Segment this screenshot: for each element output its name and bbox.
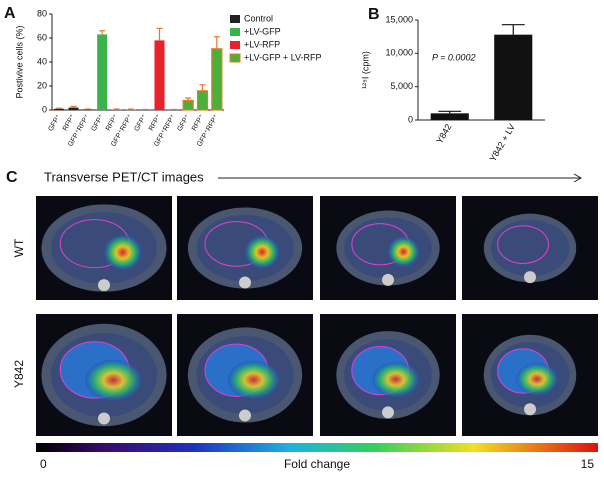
colorbar-max: 15	[581, 457, 595, 471]
legend-swatch	[230, 28, 240, 36]
bar	[97, 34, 108, 110]
x-tick-label: GFP⁺	[90, 113, 106, 133]
arrow-head	[573, 173, 583, 183]
x-tick-label: Y842	[434, 122, 453, 145]
panel-label: B	[368, 6, 380, 23]
legend-label: Control	[244, 13, 273, 23]
y-tick-label: 0	[408, 114, 413, 124]
x-tick-label: GFP⁺	[47, 113, 63, 133]
spine	[382, 406, 394, 419]
x-tick-label: Y842 + LV	[488, 122, 517, 163]
spine	[524, 403, 536, 416]
bar	[494, 34, 533, 120]
signal	[388, 236, 420, 267]
bar	[54, 108, 65, 110]
y-axis-label: ¹²⁵I (cpm)	[360, 51, 370, 89]
colorbar	[36, 443, 598, 452]
signal	[244, 235, 280, 269]
bar	[430, 113, 469, 120]
colorbar-label: Fold change	[284, 457, 350, 471]
x-tick-label: RFP⁺	[61, 113, 77, 133]
y-tick-label: 80	[37, 8, 47, 18]
y-axis-label: Postivive cells (%)	[14, 25, 24, 98]
spine	[382, 273, 394, 286]
bar	[196, 90, 209, 111]
y-tick-label: 15,000	[385, 14, 413, 24]
y-tick-label: 60	[37, 32, 47, 42]
spine	[98, 412, 110, 425]
y-tick-label: 40	[37, 56, 47, 66]
y-tick-label: 5,000	[390, 81, 413, 91]
panel-label: A	[4, 5, 16, 22]
legend-swatch	[229, 53, 241, 63]
annotation: P = 0.0002	[432, 52, 475, 62]
body-inner	[196, 214, 294, 282]
signal	[104, 234, 142, 270]
body-inner	[490, 219, 570, 277]
bar	[82, 109, 93, 110]
spine	[239, 409, 251, 422]
bar	[154, 40, 165, 110]
signal	[516, 362, 558, 396]
organ-outline	[497, 225, 549, 264]
x-tick-label: GFP⁺	[176, 113, 192, 133]
signal	[372, 361, 420, 397]
legend-label: +LV-GFP + LV-RFP	[244, 52, 322, 62]
panel-label: C	[6, 169, 18, 186]
x-tick-label: RFP⁺	[190, 113, 206, 133]
legend-label: +LV-RFP	[244, 39, 280, 49]
spine	[524, 271, 536, 284]
y-tick-label: 20	[37, 80, 47, 90]
body-inner	[344, 217, 432, 279]
legend-swatch	[230, 15, 240, 23]
legend-swatch	[230, 41, 240, 49]
spine	[239, 276, 251, 289]
bar	[68, 107, 79, 110]
y-tick-label: 0	[42, 104, 47, 114]
panel-title: Transverse PET/CT images	[44, 169, 204, 184]
row-label: WT	[12, 238, 26, 257]
y-tick-label: 10,000	[385, 48, 413, 58]
x-tick-label: RFP⁺	[104, 113, 120, 133]
spine	[98, 279, 110, 292]
body-inner	[50, 212, 158, 284]
bar	[182, 99, 194, 111]
x-tick-label: RFP⁺	[147, 113, 163, 133]
row-label: Y842	[12, 360, 26, 388]
signal	[227, 360, 280, 399]
signal	[85, 359, 142, 401]
bar	[111, 109, 122, 110]
x-tick-label: GFP⁺	[133, 113, 149, 133]
panel-c: C Transverse PET/CT images WT Y842 0 Fol…	[6, 169, 598, 471]
bar	[125, 109, 136, 110]
bar	[211, 48, 223, 111]
colorbar-min: 0	[40, 457, 47, 471]
legend-label: +LV-GFP	[244, 26, 281, 36]
